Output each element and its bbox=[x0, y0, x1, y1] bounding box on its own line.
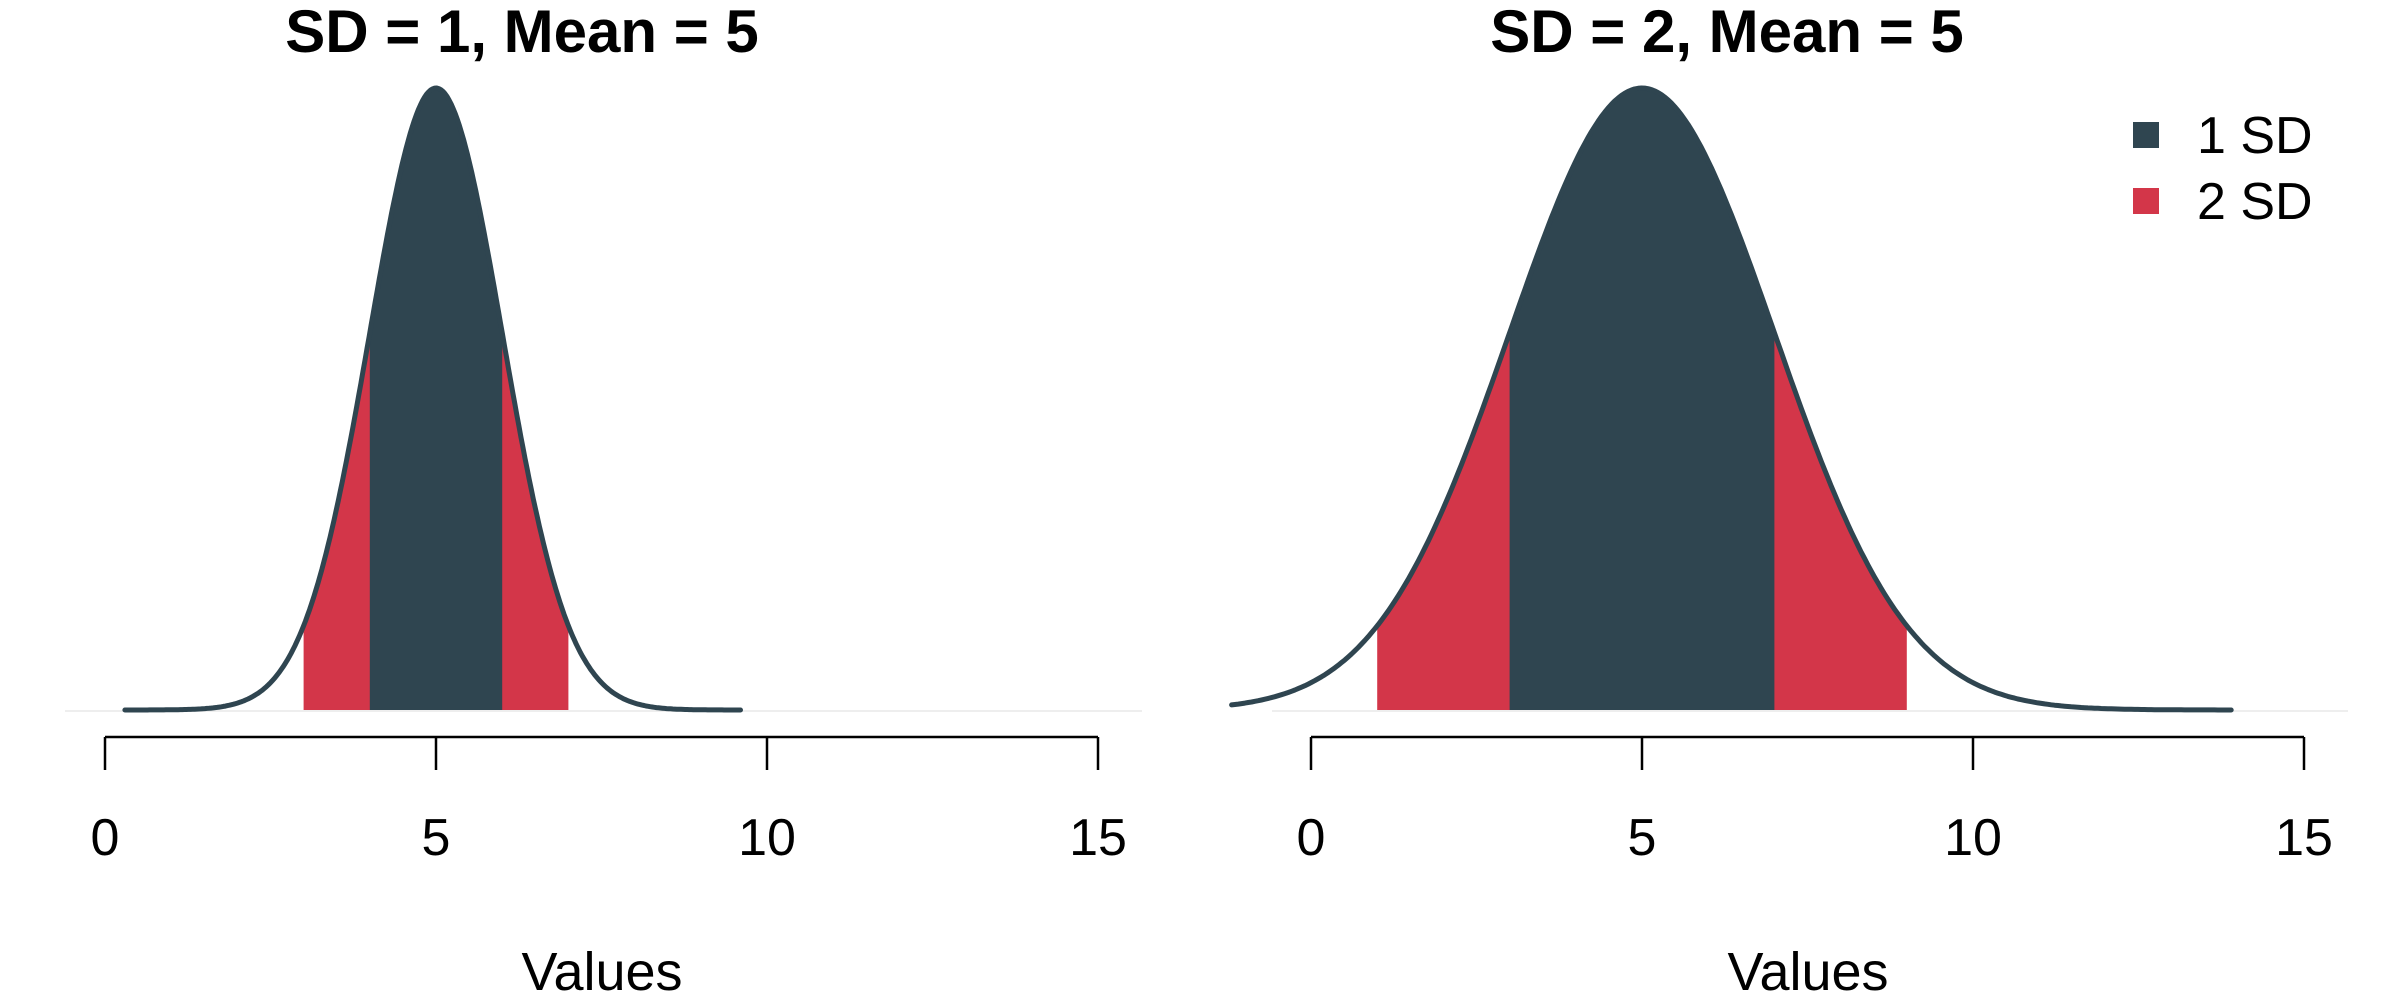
legend-swatch-1sd bbox=[2133, 122, 2159, 148]
x-tick-label-0-panel-1: 0 bbox=[91, 809, 120, 867]
x-tick-label-10-panel-2: 10 bbox=[1944, 809, 2002, 867]
legend-swatch-2sd bbox=[2133, 188, 2159, 214]
band-1sd-panel-2 bbox=[1509, 88, 1775, 710]
chart-title-panel-1: SD = 1, Mean = 5 bbox=[285, 0, 759, 65]
x-tick-label-5-panel-2: 5 bbox=[1628, 809, 1657, 867]
x-tick-label-10-panel-1: 10 bbox=[738, 809, 796, 867]
density-curve-panel-1 bbox=[122, 85, 743, 713]
x-axis-label-panel-2: Values bbox=[1727, 942, 1888, 1000]
band-1sd-panel-1 bbox=[369, 88, 503, 710]
x-axis-label-panel-1: Values bbox=[521, 942, 682, 1000]
chart-title-panel-2: SD = 2, Mean = 5 bbox=[1490, 0, 1964, 65]
x-tick-label-5-panel-1: 5 bbox=[422, 809, 451, 867]
density-curve-panel-2 bbox=[1229, 85, 2234, 713]
x-tick-label-0-panel-2: 0 bbox=[1297, 809, 1326, 867]
legend-label-2sd: 2 SD bbox=[2197, 173, 2313, 231]
x-tick-label-15-panel-1: 15 bbox=[1069, 809, 1127, 867]
x-tick-label-15-panel-2: 15 bbox=[2275, 809, 2333, 867]
legend-label-1sd: 1 SD bbox=[2197, 107, 2313, 165]
